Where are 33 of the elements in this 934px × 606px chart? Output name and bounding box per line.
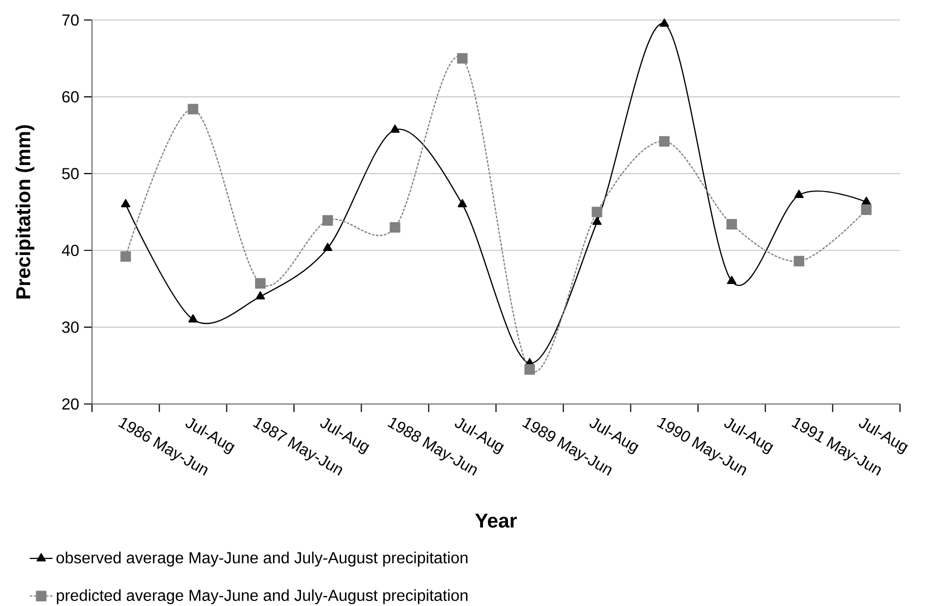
point: [727, 276, 736, 284]
point: [659, 136, 670, 147]
point: [255, 278, 266, 289]
point: [861, 204, 872, 215]
point: [390, 124, 400, 133]
x-axis-title: Year: [475, 514, 517, 528]
point: [592, 206, 602, 218]
legend-label: predicted average May-June and July-August precipitation: [56, 589, 468, 604]
point: [188, 104, 198, 114]
point: [120, 251, 131, 262]
point: [794, 190, 804, 198]
point: [862, 196, 871, 205]
y-axis-title: Precipitation (mm): [16, 125, 34, 298]
point: [322, 215, 333, 226]
y-tick-label: 50: [62, 168, 79, 180]
point: [457, 53, 468, 64]
point: [794, 256, 804, 266]
point: [592, 216, 602, 225]
point: [188, 314, 198, 322]
y-tick-label: 70: [62, 14, 79, 26]
point: [726, 219, 737, 230]
point: [458, 199, 467, 208]
y-tick-label: 60: [62, 91, 79, 102]
point: [121, 199, 130, 208]
point: [390, 222, 400, 233]
point: [256, 291, 265, 300]
point: [660, 18, 669, 27]
y-tick-label: 30: [62, 322, 79, 333]
y-tick-label: 40: [62, 244, 79, 256]
y-tick-label: 20: [62, 398, 79, 410]
point: [524, 364, 535, 375]
legend-label: observed average May-June and July-August precipitation: [56, 552, 468, 567]
point: [323, 242, 332, 252]
